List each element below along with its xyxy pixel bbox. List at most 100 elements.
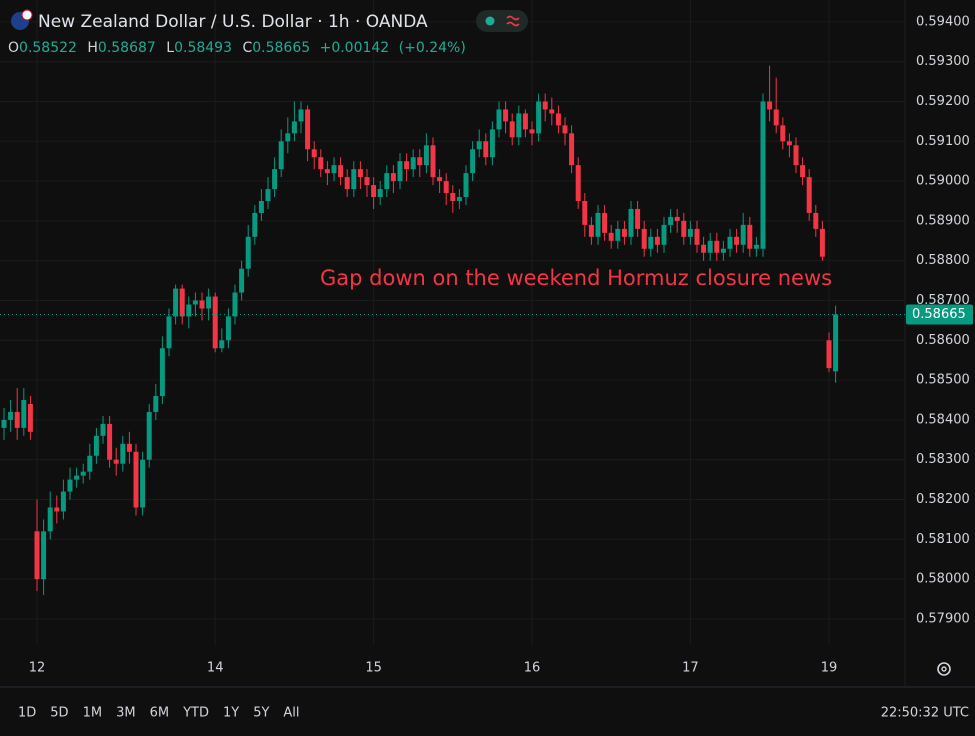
candle-body: [437, 177, 443, 182]
candle-body: [404, 161, 410, 170]
candle-body: [34, 531, 40, 580]
candle-body: [661, 224, 667, 245]
x-tick-label: 19: [821, 661, 838, 676]
candle-body: [582, 201, 588, 225]
ohlc-label: C: [242, 40, 252, 56]
candle-body: [536, 101, 542, 134]
x-tick-label: 16: [524, 661, 541, 676]
candle-body: [166, 316, 172, 349]
range-button[interactable]: All: [283, 706, 299, 721]
candle-body: [648, 236, 654, 249]
indicator-pill[interactable]: [476, 10, 528, 32]
candle-body: [641, 228, 647, 249]
candle-body: [285, 133, 291, 142]
candle-body: [100, 423, 106, 436]
wave-icon: [506, 15, 520, 27]
candle-body: [780, 125, 786, 142]
x-tick-label: 17: [682, 661, 699, 676]
candle-body: [681, 220, 687, 237]
candle-body: [351, 169, 357, 190]
y-tick-label: 0.58600: [916, 333, 970, 348]
candle-body: [225, 316, 231, 341]
candle-body: [423, 145, 429, 166]
candle-body: [397, 161, 403, 182]
y-tick-label: 0.59300: [916, 54, 970, 69]
candle-body: [258, 201, 264, 213]
y-tick-label: 0.58700: [916, 293, 970, 308]
toolbar: 1D 5D 1M 3M 6M YTD 1Y 5Y All: [18, 706, 300, 721]
ohlc-label: H: [87, 40, 98, 56]
flag-icon-small: [21, 9, 33, 21]
range-button[interactable]: 1D: [18, 706, 36, 721]
candle-body: [503, 109, 509, 122]
candle-body: [140, 459, 146, 508]
candle-body: [364, 177, 370, 186]
candle-body: [199, 300, 205, 309]
range-button[interactable]: 5D: [50, 706, 68, 721]
candle-body: [265, 189, 271, 202]
candle-body: [608, 232, 614, 241]
candle-body: [219, 340, 225, 349]
candle-body: [635, 208, 641, 229]
candle-body: [654, 236, 660, 245]
candle-body: [113, 459, 119, 464]
candle-body: [60, 491, 66, 512]
range-button[interactable]: 1Y: [223, 706, 239, 721]
range-button[interactable]: 3M: [116, 706, 136, 721]
y-tick-label: 0.58500: [916, 373, 970, 388]
change-percent: (+0.24%): [399, 40, 466, 56]
candle-body: [239, 268, 245, 293]
x-tick-label: 12: [29, 661, 46, 676]
ohlc-label: L: [166, 40, 174, 56]
candle-body: [74, 475, 80, 480]
candles: [1, 65, 839, 596]
x-tick-label: 15: [365, 661, 382, 676]
candle-body: [344, 177, 350, 190]
candle-body: [120, 443, 126, 464]
range-button[interactable]: 5Y: [253, 706, 269, 721]
candle-body: [67, 479, 73, 492]
candle-body: [173, 288, 179, 317]
candle-body: [707, 240, 713, 253]
y-tick-label: 0.57900: [916, 611, 970, 626]
candle-body: [305, 109, 311, 150]
labels: 0.57900 0.58000 0.58100 0.58200 0.58300 0.584…: [0, 14, 973, 676]
candle-body: [232, 292, 238, 317]
candle-body: [357, 169, 363, 178]
candle-body: [602, 212, 608, 233]
candle-body: [206, 296, 212, 309]
candle-body: [14, 411, 20, 428]
candle-body: [272, 169, 278, 190]
y-tick-label: 0.58000: [916, 572, 970, 587]
y-tick-label: 0.58300: [916, 452, 970, 467]
range-button[interactable]: 6M: [150, 706, 170, 721]
candle-body: [628, 208, 634, 237]
y-tick-label: 0.59100: [916, 134, 970, 149]
candle-body: [430, 145, 436, 178]
candle-body: [753, 244, 759, 249]
candle-body: [245, 236, 251, 269]
candle-body: [298, 109, 304, 122]
candle-body: [463, 173, 469, 198]
candle-body: [509, 121, 515, 138]
settings-icon[interactable]: [937, 662, 951, 676]
candle-body: [740, 224, 746, 245]
candle-body: [126, 443, 132, 452]
candle-body: [146, 411, 152, 460]
candle-body: [813, 212, 819, 229]
y-tick-label: 0.59400: [916, 14, 970, 29]
candle-body: [21, 400, 27, 428]
candle-body: [450, 193, 456, 202]
y-tick-label: 0.59000: [916, 174, 970, 189]
candle-body: [252, 212, 258, 237]
candle-body: [668, 216, 674, 225]
range-button[interactable]: YTD: [182, 706, 209, 721]
candle-body: [760, 101, 766, 249]
candle-body: [496, 109, 502, 130]
candle-body: [377, 189, 383, 198]
range-button[interactable]: 1M: [83, 706, 103, 721]
candle-body: [483, 141, 489, 158]
candle-body: [773, 109, 779, 126]
